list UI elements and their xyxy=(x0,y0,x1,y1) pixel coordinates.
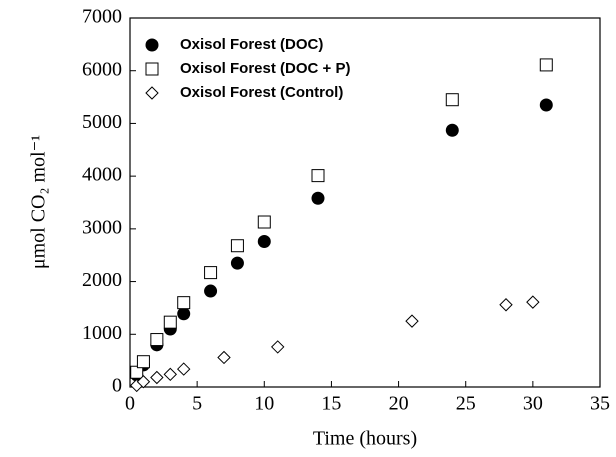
point xyxy=(271,340,285,354)
legend-label: Oxisol Forest (Control) xyxy=(180,84,343,101)
legend-label: Oxisol Forest (DOC + P) xyxy=(180,60,350,77)
legend-marker xyxy=(145,62,159,76)
point xyxy=(130,365,144,379)
point xyxy=(150,333,164,347)
point xyxy=(311,191,325,205)
legend-marker xyxy=(145,38,159,52)
x-tick-label: 15 xyxy=(321,393,341,415)
point xyxy=(163,367,177,382)
point xyxy=(150,370,164,385)
y-tick-label: 2000 xyxy=(82,269,122,291)
y-tick-label: 7000 xyxy=(82,6,122,28)
point xyxy=(177,362,191,376)
x-tick-label: 30 xyxy=(523,393,543,415)
legend-label: Oxisol Forest (DOC) xyxy=(180,36,323,53)
y-tick-label: 6000 xyxy=(82,58,122,80)
point xyxy=(177,296,191,310)
point xyxy=(499,298,513,312)
point xyxy=(217,350,231,365)
plot-frame xyxy=(129,17,601,388)
point xyxy=(230,239,244,253)
point xyxy=(230,256,244,270)
point xyxy=(526,295,540,309)
point xyxy=(445,123,459,137)
point xyxy=(257,235,271,249)
y-tick-label: 0 xyxy=(112,375,122,397)
point xyxy=(539,98,553,112)
y-tick-label: 5000 xyxy=(82,111,122,133)
point xyxy=(136,355,150,369)
x-tick-label: 5 xyxy=(192,393,202,415)
y-tick-label: 4000 xyxy=(82,164,122,186)
point xyxy=(257,215,271,229)
x-axis-label: Time (hours) xyxy=(313,428,417,450)
point xyxy=(445,93,459,107)
x-tick-label: 0 xyxy=(125,393,135,415)
point xyxy=(177,307,191,321)
point xyxy=(405,314,419,328)
x-tick-label: 10 xyxy=(254,393,274,415)
y-tick-label: 3000 xyxy=(82,216,122,238)
point xyxy=(204,284,218,298)
y-tick-label: 1000 xyxy=(82,322,122,344)
point xyxy=(136,375,151,389)
x-tick-label: 20 xyxy=(389,393,409,415)
y-axis-label: μmol CO₂ mol⁻¹ xyxy=(28,135,50,269)
point xyxy=(163,315,177,329)
x-tick-label: 35 xyxy=(590,393,610,415)
point xyxy=(311,169,325,183)
legend-marker xyxy=(145,86,159,100)
x-tick-label: 25 xyxy=(456,393,476,415)
point xyxy=(204,266,218,280)
point xyxy=(539,58,553,72)
